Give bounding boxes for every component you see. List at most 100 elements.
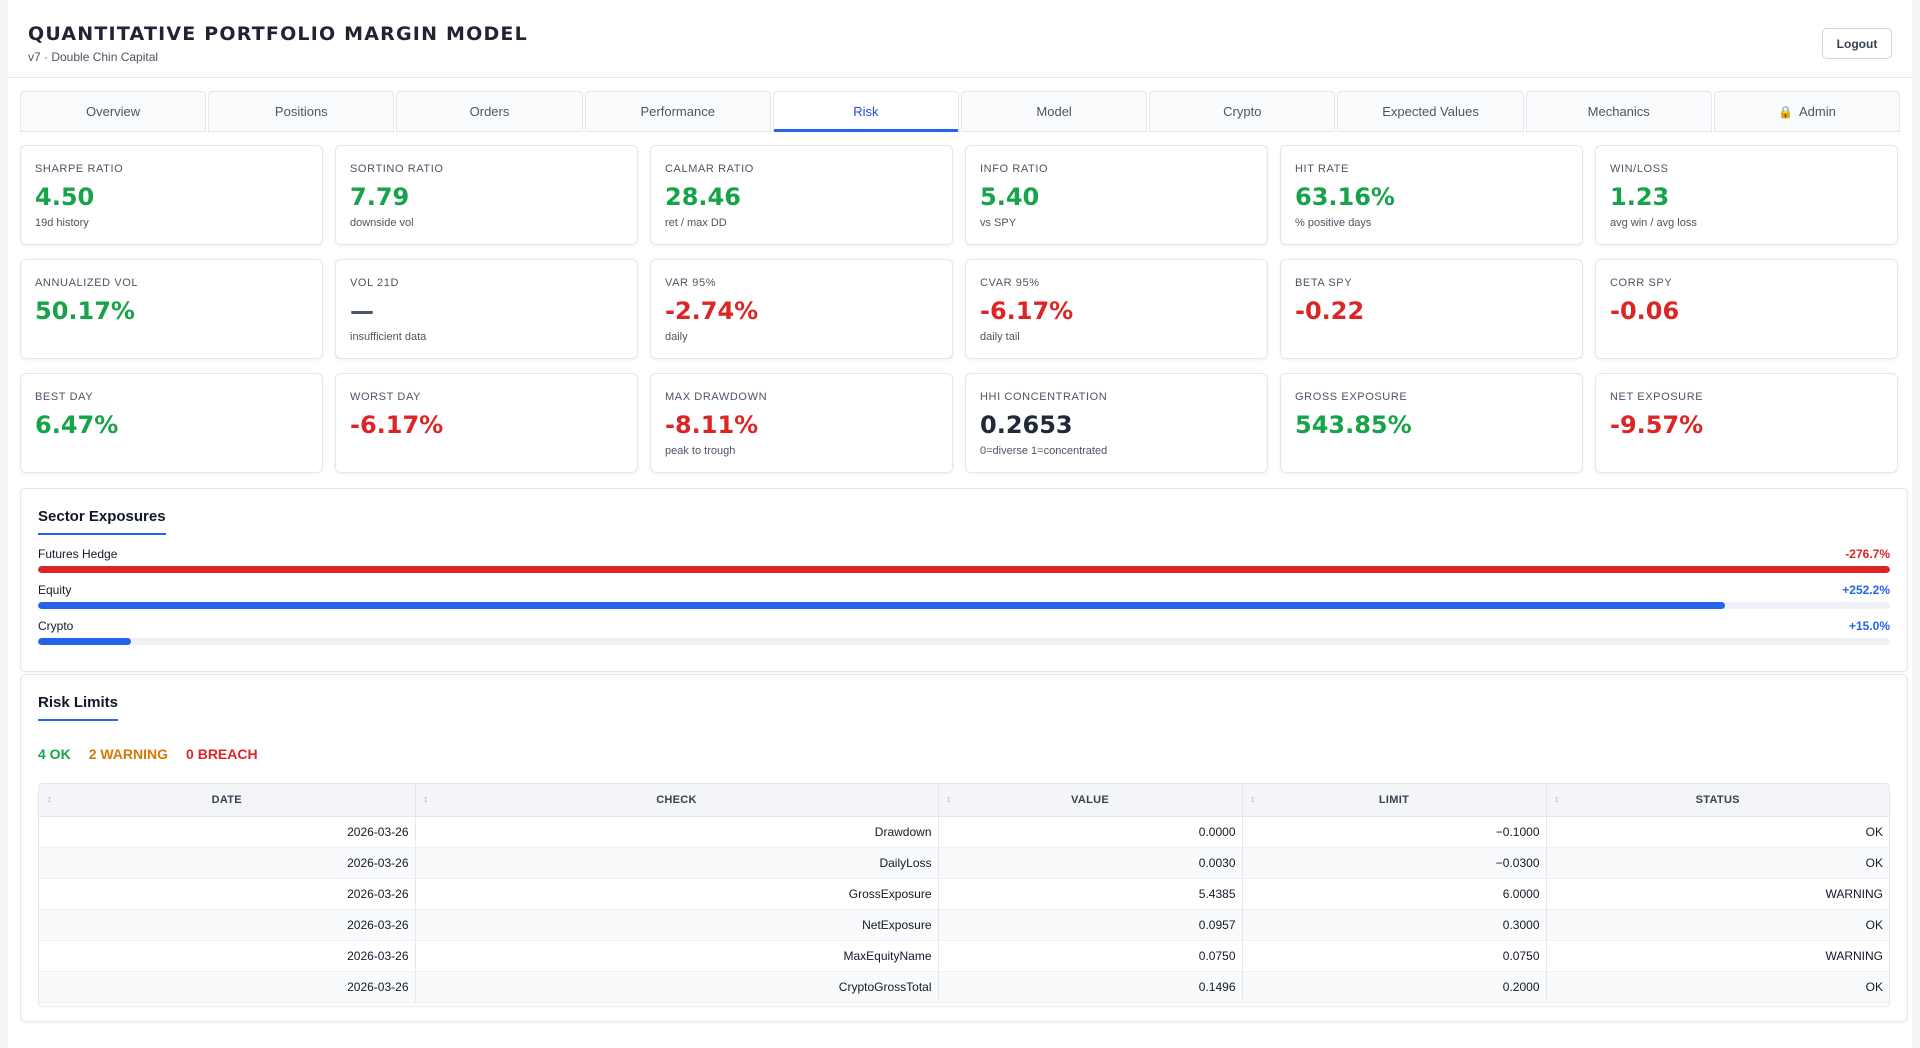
tab-mechanics[interactable]: Mechanics — [1525, 91, 1712, 132]
metric-card-cvar-95: CVAR 95% -6.17% daily tail — [965, 259, 1268, 359]
table-row: 2026-03-26 GrossExposure 5.4385 6.0000 WARNI… — [39, 878, 1889, 910]
app-header: QUANTITATIVE PORTFOLIO MARGIN MODEL v7 ·… — [8, 0, 1912, 78]
sector-row-crypto: Crypto +15.0% — [38, 619, 1890, 647]
table-row: 2026-03-26 Drawdown 0.0000 −0.1000 OK — [39, 816, 1889, 848]
tab-overview[interactable]: Overview — [20, 91, 207, 132]
table-cell-value: 5.4385 — [938, 878, 1243, 910]
column-header-label: DATE — [211, 793, 242, 806]
metric-value: 543.85% — [1295, 411, 1412, 439]
metric-value: -2.74% — [665, 297, 759, 325]
table-cell-value: 0.0000 — [938, 816, 1243, 848]
column-header-label: CHECK — [656, 793, 697, 806]
sector-name: Crypto — [38, 619, 74, 633]
metric-card-corr-spy: CORR SPY -0.06 — [1595, 259, 1898, 359]
metric-card-gross-exposure: GROSS EXPOSURE 543.85% — [1280, 373, 1583, 473]
metric-label: CALMAR RATIO — [665, 163, 754, 175]
tab-label: Expected Values — [1382, 104, 1479, 119]
metric-subtext: ret / max DD — [665, 217, 727, 229]
table-cell-check: Drawdown — [415, 816, 939, 848]
metric-value: 5.40 — [980, 183, 1040, 211]
tab-label: Crypto — [1223, 104, 1262, 119]
metric-label: NET EXPOSURE — [1610, 391, 1704, 403]
sort-icon[interactable]: ↕ — [946, 794, 952, 804]
column-header-check[interactable]: ↕ CHECK — [415, 784, 939, 817]
column-header-status[interactable]: ↕ STATUS — [1546, 784, 1889, 817]
metric-value: 50.17% — [35, 297, 135, 325]
metric-card-var-95: VAR 95% -2.74% daily — [650, 259, 953, 359]
metric-card-hhi-concentration: HHI CONCENTRATION 0.2653 0=diverse 1=conce… — [965, 373, 1268, 473]
metric-card-vol-21d: VOL 21D — insufficient data — [335, 259, 638, 359]
column-header-limit[interactable]: ↕ LIMIT — [1242, 784, 1547, 817]
tab-positions[interactable]: Positions — [208, 91, 395, 132]
tab-risk[interactable]: Risk — [772, 91, 960, 132]
tab-orders[interactable]: Orders — [396, 91, 583, 132]
tab-admin[interactable]: 🔒 Admin — [1713, 91, 1901, 132]
metric-subtext: vs SPY — [980, 217, 1017, 229]
lock-icon: 🔒 — [1778, 104, 1793, 119]
metric-label: GROSS EXPOSURE — [1295, 391, 1408, 403]
metric-label: WIN/LOSS — [1610, 163, 1669, 175]
metric-value: 63.16% — [1295, 183, 1395, 211]
table-cell-check: NetExposure — [415, 909, 939, 941]
metric-value: -6.17% — [980, 297, 1074, 325]
metric-value: -8.11% — [665, 411, 759, 439]
metric-subtext: daily — [665, 331, 688, 343]
tab-label: Model — [1036, 104, 1072, 119]
metric-card-max-drawdown: MAX DRAWDOWN -8.11% peak to trough — [650, 373, 953, 473]
metric-value: 7.79 — [350, 183, 410, 211]
sort-icon[interactable]: ↕ — [47, 794, 52, 804]
sector-value: +252.2% — [1842, 583, 1890, 597]
metric-card-sortino-ratio: SORTINO RATIO 7.79 downside vol — [335, 145, 638, 245]
tab-crypto[interactable]: Crypto — [1149, 91, 1336, 132]
metric-subtext: insufficient data — [350, 331, 427, 343]
column-header-label: LIMIT — [1378, 793, 1410, 806]
metric-subtext: % positive days — [1295, 217, 1372, 229]
warning-count: 2 WARNING — [88, 746, 169, 762]
risk-summary: 4 OK 2 WARNING 0 BREACH — [38, 746, 258, 762]
sector-exposures-title: Sector Exposures — [38, 508, 166, 535]
table-cell-value: 0.0030 — [938, 847, 1243, 879]
tab-label: Positions — [274, 104, 328, 119]
table-cell-date: 2026-03-26 — [39, 816, 416, 848]
table-body: 2026-03-26 Drawdown 0.0000 −0.1000 OK 2026-03… — [39, 816, 1889, 1003]
sort-icon[interactable]: ↕ — [423, 794, 429, 804]
table-cell-value: 0.0957 — [938, 909, 1243, 941]
sector-bar-fill — [38, 638, 131, 645]
tab-expected-values[interactable]: Expected Values — [1337, 91, 1524, 132]
metric-label: SHARPE RATIO — [35, 163, 124, 175]
metric-card-worst-day: WORST DAY -6.17% — [335, 373, 638, 473]
metric-subtext: daily tail — [980, 331, 1020, 343]
table-header-row: ↕ DATE ↕ CHECK ↕ VALUE ↕ LIMIT ↕ STATUS — [39, 784, 1889, 817]
table-cell-limit: 0.3000 — [1242, 909, 1547, 941]
table-cell-limit: 0.2000 — [1242, 971, 1547, 1003]
metric-label: SORTINO RATIO — [350, 163, 444, 175]
column-header-value[interactable]: ↕ VALUE — [938, 784, 1243, 817]
table-cell-limit: −0.1000 — [1242, 816, 1547, 848]
table-cell-date: 2026-03-26 — [39, 878, 416, 910]
sort-icon[interactable]: ↕ — [1250, 794, 1256, 804]
table-cell-limit: −0.0300 — [1242, 847, 1547, 879]
column-header-date[interactable]: ↕ DATE — [39, 784, 416, 817]
metric-subtext: avg win / avg loss — [1610, 217, 1697, 229]
sector-name: Futures Hedge — [38, 547, 118, 561]
metric-value: — — [350, 297, 374, 325]
metric-label: INFO RATIO — [980, 163, 1049, 175]
table-cell-check: MaxEquityName — [415, 940, 939, 972]
table-cell-status: OK — [1546, 816, 1889, 848]
app-window: QUANTITATIVE PORTFOLIO MARGIN MODEL v7 ·… — [8, 0, 1912, 1048]
metric-label: CVAR 95% — [980, 277, 1040, 289]
tab-model[interactable]: Model — [961, 91, 1148, 132]
risk-limits-table: ↕ DATE ↕ CHECK ↕ VALUE ↕ LIMIT ↕ STATUS 2026-03-2… — [38, 783, 1890, 1007]
sector-name: Equity — [38, 583, 72, 597]
tab-performance[interactable]: Performance — [584, 91, 771, 132]
metric-subtext: 0=diverse 1=concentrated — [980, 445, 1108, 457]
table-cell-check: GrossExposure — [415, 878, 939, 910]
logout-button[interactable]: Logout — [1822, 28, 1892, 59]
ok-count: 4 OK — [38, 746, 71, 762]
metric-value: -0.22 — [1295, 297, 1365, 325]
sort-icon[interactable]: ↕ — [1554, 794, 1560, 804]
table-cell-status: WARNING — [1546, 878, 1889, 910]
metric-subtext: peak to trough — [665, 445, 736, 457]
table-cell-value: 0.1496 — [938, 971, 1243, 1003]
table-cell-status: OK — [1546, 847, 1889, 879]
